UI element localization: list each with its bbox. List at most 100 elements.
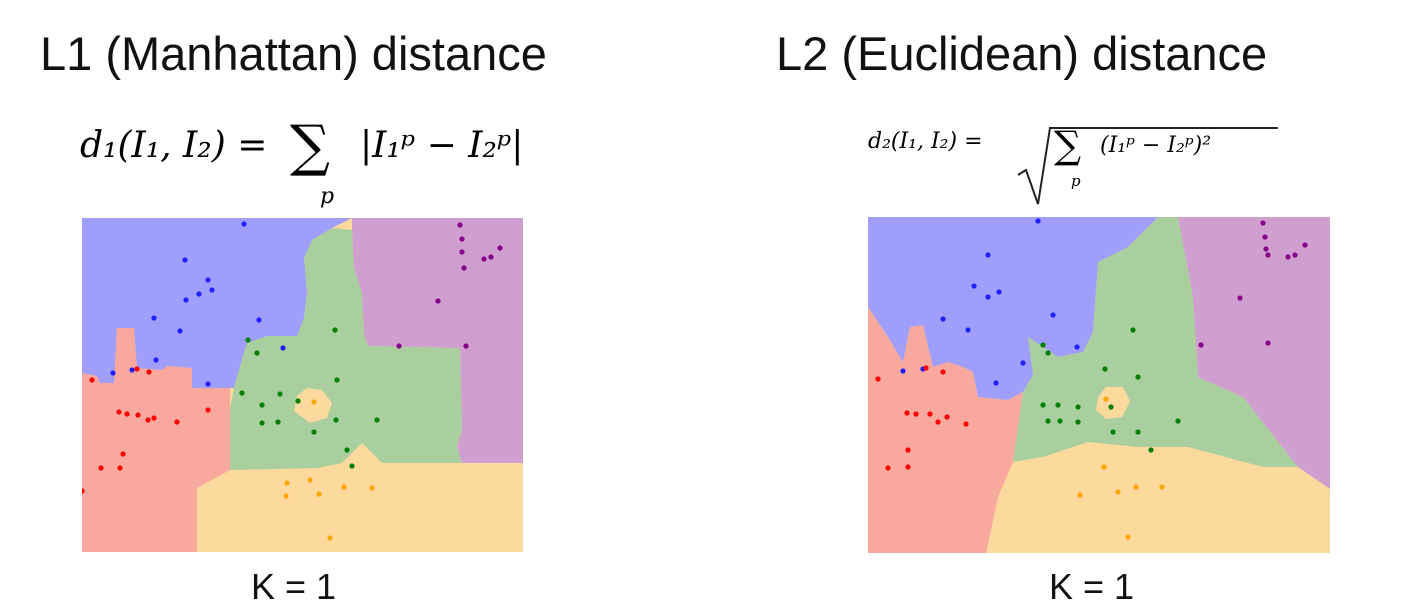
point-blue <box>129 367 135 373</box>
point-green <box>334 377 340 383</box>
point-purple <box>497 245 503 251</box>
point-purple <box>435 298 441 304</box>
formula-l2-sum-subscript: p <box>1071 172 1081 190</box>
point-green <box>239 390 245 396</box>
point-purple <box>1285 254 1291 260</box>
point-green <box>295 398 301 404</box>
region-purple <box>1158 217 1330 489</box>
point-red <box>905 447 911 453</box>
point-green <box>349 463 355 469</box>
region-green <box>1013 217 1298 467</box>
point-orange <box>341 484 347 490</box>
region-orange-island <box>294 388 332 423</box>
point-green <box>1175 418 1181 424</box>
point-purple <box>1265 340 1271 346</box>
point-orange <box>316 491 322 497</box>
point-orange <box>284 480 290 486</box>
point-orange <box>369 485 375 491</box>
point-blue <box>183 297 189 303</box>
point-blue <box>280 345 286 351</box>
point-purple <box>457 222 463 228</box>
point-green <box>1040 402 1046 408</box>
point-blue <box>1050 312 1056 318</box>
point-green <box>1075 419 1081 425</box>
point-red <box>145 417 151 423</box>
point-blue <box>196 291 202 297</box>
point-red <box>116 409 122 415</box>
point-green <box>344 447 350 453</box>
point-red <box>134 366 140 372</box>
point-orange <box>1115 489 1121 495</box>
point-purple <box>459 249 465 255</box>
region-blue <box>868 217 1158 400</box>
point-green <box>332 327 338 333</box>
point-green <box>1148 447 1154 453</box>
formula-l2-lhs: d₂(I₁, I₂) = <box>868 129 983 154</box>
point-purple <box>396 343 402 349</box>
point-blue <box>1035 218 1041 224</box>
point-purple <box>1260 220 1266 226</box>
point-red <box>875 376 881 382</box>
caption-l1-k: K = 1 <box>251 566 337 607</box>
point-red <box>944 414 950 420</box>
caption-l2-k: K = 1 <box>1049 566 1135 607</box>
region-orange-island <box>1096 387 1130 419</box>
point-orange <box>1125 534 1131 540</box>
point-green <box>333 417 339 423</box>
region-blue <box>82 218 352 388</box>
point-blue <box>241 221 247 227</box>
point-green <box>1135 429 1141 435</box>
point-green <box>1055 402 1061 408</box>
title-l1-distance: L1 (Manhattan) distance <box>40 27 547 80</box>
point-purple <box>1265 252 1271 258</box>
point-orange <box>1133 484 1139 490</box>
formula-l2-body: (I₁ᵖ − I₂ᵖ)² <box>1100 133 1211 158</box>
point-green <box>259 420 265 426</box>
point-blue <box>205 381 211 387</box>
point-purple <box>488 254 494 260</box>
point-blue <box>1074 344 1080 350</box>
point-orange <box>311 399 317 405</box>
point-green <box>259 402 265 408</box>
point-red <box>89 377 95 383</box>
point-blue <box>985 252 991 258</box>
region-green <box>230 228 462 470</box>
point-red <box>885 465 891 471</box>
point-purple <box>1263 246 1269 252</box>
point-red <box>82 488 85 494</box>
point-red <box>205 407 211 413</box>
plot-l1-decision-regions <box>82 218 523 552</box>
point-green <box>1040 342 1046 348</box>
point-red <box>927 411 933 417</box>
point-red <box>135 412 141 418</box>
formula-l1-body: |I₁ᵖ − I₂ᵖ| <box>360 125 523 166</box>
point-red <box>146 369 152 375</box>
point-blue <box>940 316 946 322</box>
point-green <box>1110 429 1116 435</box>
point-red <box>98 465 104 471</box>
point-green <box>1135 374 1141 380</box>
point-blue <box>110 370 116 376</box>
point-green <box>1057 418 1063 424</box>
point-purple <box>459 236 465 242</box>
point-green <box>1045 418 1051 424</box>
point-green <box>277 391 283 397</box>
point-green <box>374 417 380 423</box>
point-orange <box>1159 484 1165 490</box>
point-green <box>1075 404 1081 410</box>
formula-l2-sum-symbol: ∑ <box>1054 123 1081 167</box>
point-orange <box>307 477 313 483</box>
title-l2-distance: L2 (Euclidean) distance <box>776 27 1268 80</box>
point-blue <box>971 283 977 289</box>
point-red <box>913 411 919 417</box>
point-purple <box>1262 234 1268 240</box>
formula-l1-sum-symbol: ∑ <box>290 115 330 179</box>
point-purple <box>1237 295 1243 301</box>
point-purple <box>1302 242 1308 248</box>
point-red <box>923 365 929 371</box>
point-red <box>120 451 126 457</box>
point-orange <box>1101 464 1107 470</box>
point-blue <box>153 357 159 363</box>
point-red <box>905 464 911 470</box>
point-red <box>963 421 969 427</box>
